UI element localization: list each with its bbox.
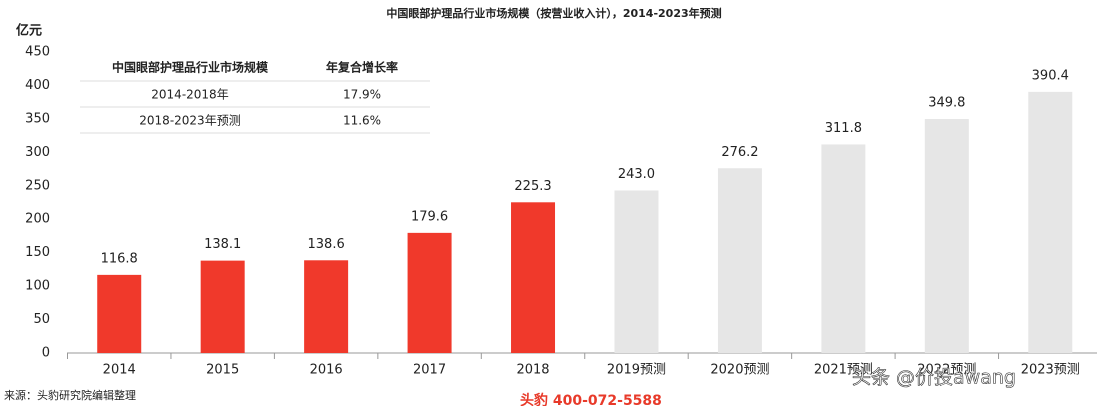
x-tick-label: 2017 [413,363,446,378]
bar [717,168,762,353]
value-label: 243.0 [618,167,655,182]
x-tick-label: 2020预测 [710,363,769,378]
bar [304,260,349,353]
value-label: 138.1 [204,237,241,252]
bar [200,260,245,353]
y-tick-label: 400 [25,78,50,93]
table-cell: 17.9% [343,88,381,102]
bar [511,202,556,353]
bar [97,274,142,353]
value-label: 390.4 [1032,68,1069,83]
value-label: 225.3 [514,179,551,194]
x-tick-label: 2023预测 [1021,363,1080,378]
bar [1028,91,1073,353]
value-label: 349.8 [928,96,965,111]
value-label: 116.8 [101,251,138,266]
x-tick-label: 2014 [103,363,136,378]
y-tick-label: 300 [25,145,50,160]
value-label: 311.8 [825,121,862,136]
y-tick-label: 0 [42,346,50,361]
x-tick-label: 2019预测 [607,363,666,378]
bar [407,232,452,353]
chart-title: 中国眼部护理品行业市场规模（按营业收入计），2014-2023年预测 [386,6,721,20]
y-tick-label: 450 [25,45,50,60]
watermark: 头条 @价投awang [852,367,1016,389]
y-tick-label: 50 [33,312,50,327]
table-header: 中国眼部护理品行业市场规模 [112,60,269,75]
table-cell: 2014-2018年 [151,88,228,102]
y-tick-label: 200 [25,212,50,227]
y-tick-label: 250 [25,178,50,193]
value-label: 179.6 [411,209,448,224]
x-tick-label: 2015 [206,363,239,378]
bar [821,144,866,353]
y-tick-label: 150 [25,245,50,260]
bar [924,119,969,353]
table-cell: 2018-2023年预测 [139,114,240,128]
table-cell: 11.6% [343,114,381,128]
x-tick-label: 2021预测 [814,363,873,378]
x-tick-label: 2018 [516,363,549,378]
value-label: 276.2 [721,145,758,160]
y-tick-label: 100 [25,279,50,294]
x-tick-label: 2016 [310,363,343,378]
source: 来源：头豹研究院编辑整理 [4,388,136,402]
logo-text: 头豹 400-072-5588 [520,392,662,406]
x-tick-label: 2022预测 [917,363,976,378]
y-tick-label: 350 [25,111,50,126]
y-axis-label: 亿元 [16,23,42,39]
bar [614,190,659,353]
value-label: 138.6 [308,237,345,252]
table-header: 年复合增长率 [326,60,398,75]
